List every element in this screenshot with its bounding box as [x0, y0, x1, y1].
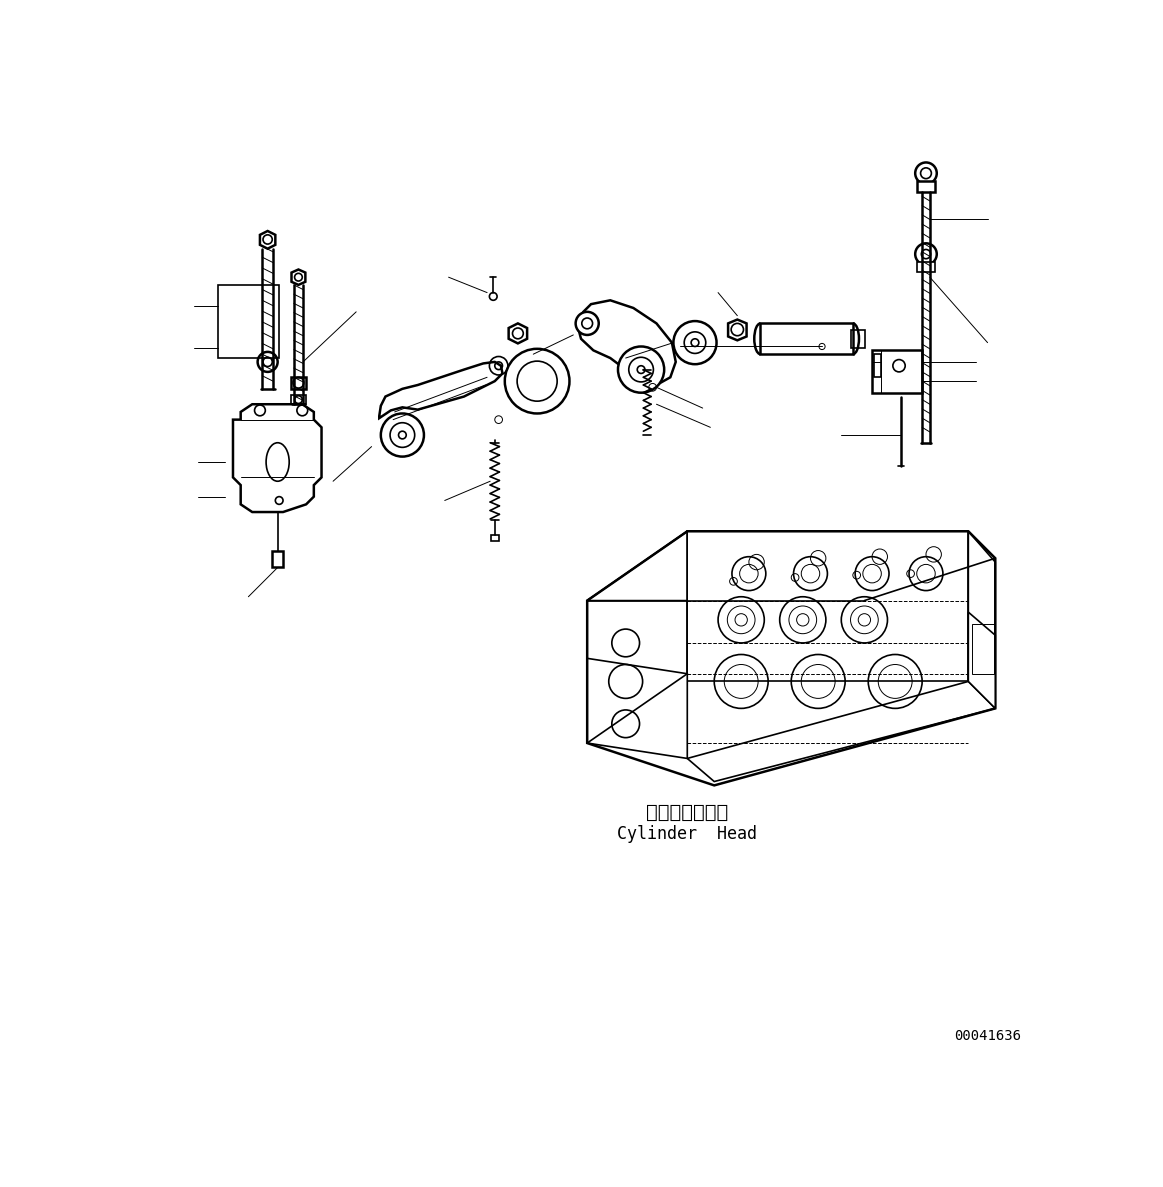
- Polygon shape: [578, 300, 676, 385]
- Polygon shape: [916, 180, 935, 192]
- Polygon shape: [916, 262, 935, 272]
- Bar: [851, 330, 865, 348]
- Polygon shape: [508, 323, 527, 343]
- Polygon shape: [587, 532, 687, 743]
- Polygon shape: [379, 362, 502, 418]
- Circle shape: [915, 163, 936, 184]
- Circle shape: [915, 243, 936, 265]
- Polygon shape: [687, 681, 996, 781]
- Text: シリンダヘッド: シリンダヘッド: [647, 802, 728, 821]
- Polygon shape: [233, 405, 321, 512]
- Polygon shape: [261, 231, 276, 249]
- Polygon shape: [291, 377, 306, 389]
- Polygon shape: [291, 395, 306, 405]
- Text: Cylinder  Head: Cylinder Head: [618, 825, 757, 843]
- Bar: [272, 551, 283, 567]
- Circle shape: [505, 349, 570, 413]
- Bar: [761, 323, 852, 354]
- Circle shape: [673, 320, 716, 364]
- Circle shape: [576, 312, 599, 335]
- Polygon shape: [587, 532, 969, 601]
- Polygon shape: [969, 612, 996, 709]
- Circle shape: [258, 351, 278, 372]
- Polygon shape: [969, 532, 996, 709]
- Bar: [217, 285, 279, 358]
- Bar: [872, 350, 922, 393]
- Circle shape: [618, 347, 664, 393]
- Text: 00041636: 00041636: [954, 1029, 1021, 1042]
- Polygon shape: [687, 532, 969, 681]
- Bar: [875, 354, 882, 377]
- Polygon shape: [491, 535, 499, 541]
- Polygon shape: [587, 659, 687, 758]
- Circle shape: [380, 413, 424, 457]
- Polygon shape: [292, 269, 306, 285]
- Polygon shape: [728, 319, 747, 341]
